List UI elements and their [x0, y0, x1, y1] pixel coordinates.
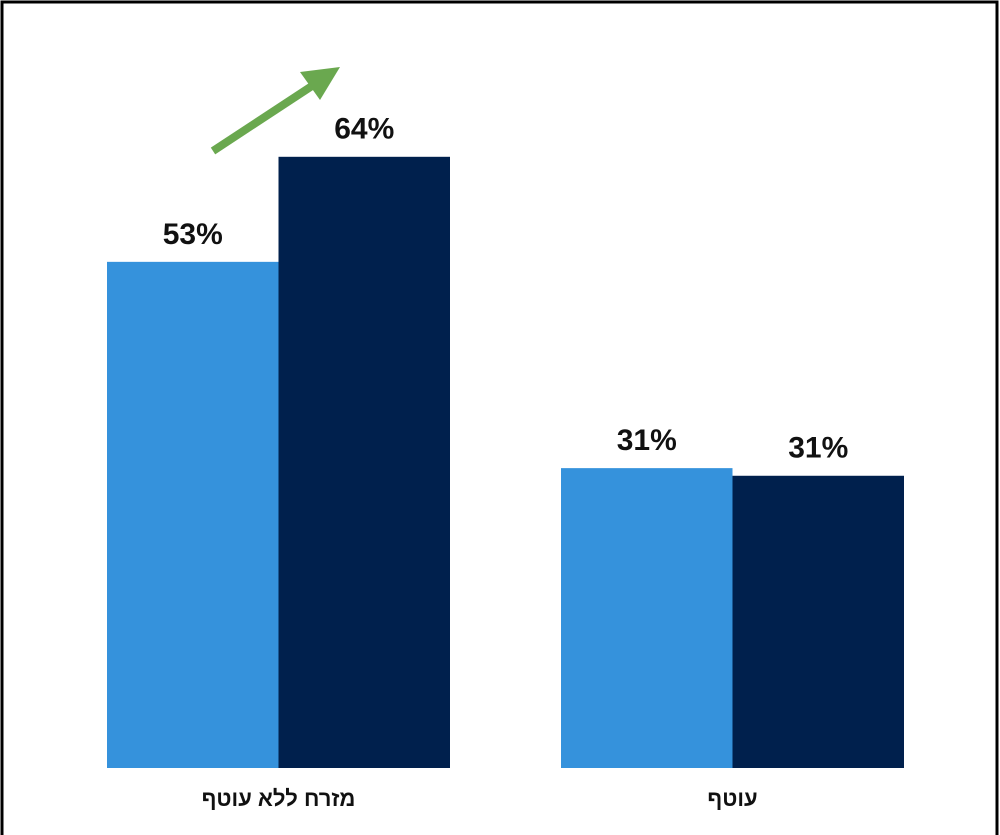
bar [732, 475, 904, 768]
x-tick-label: מזרח ללא עוטף [202, 786, 356, 811]
bar [278, 156, 450, 769]
x-tick-label: עוטף [707, 786, 757, 811]
trend-arrow [210, 67, 340, 155]
arrow-shaft [210, 78, 321, 155]
value-label: 31% [788, 432, 848, 465]
value-label: 53% [163, 218, 223, 251]
bar [561, 468, 733, 768]
value-label: 64% [334, 113, 394, 146]
arrow-head [300, 67, 340, 100]
value-label: 31% [617, 424, 677, 457]
bar [107, 261, 279, 768]
